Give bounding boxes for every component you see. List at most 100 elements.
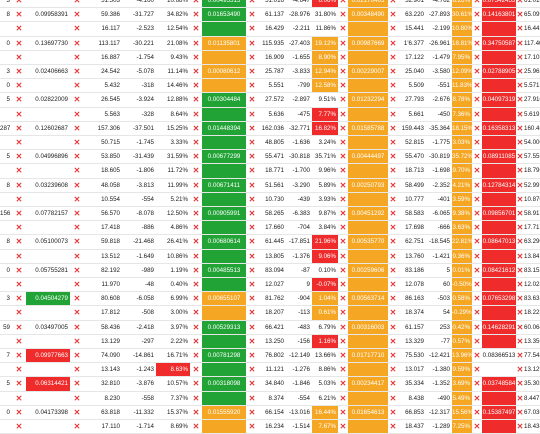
close-icon[interactable]: ✕ [473,294,481,304]
close-icon[interactable]: ✕ [473,109,481,119]
close-icon[interactable]: ✕ [516,52,524,62]
close-icon[interactable]: ✕ [389,138,397,147]
close-icon[interactable]: ✕ [73,24,81,34]
close-icon[interactable]: ✕ [389,237,397,247]
close-icon[interactable]: ✕ [389,422,397,431]
close-icon[interactable]: ✕ [192,81,200,91]
close-icon[interactable]: ✕ [516,223,524,233]
close-icon[interactable]: ✕ [516,38,524,48]
close-icon[interactable]: ✕ [73,379,81,389]
close-icon[interactable]: ✕ [73,194,81,204]
table-row[interactable]: ✕ ✕ 17.418 -886 4.86% ✕ ✕ 17.660 -704 3.84% ✕ ✕ 17.6… [0,221,540,236]
close-icon[interactable]: ✕ [473,10,481,20]
close-icon[interactable]: ✕ [15,138,23,147]
close-icon[interactable]: ✕ [15,223,23,233]
close-icon[interactable]: ✕ [389,95,397,105]
close-icon[interactable]: ✕ [248,138,256,147]
close-icon[interactable]: ✕ [516,365,524,375]
close-icon[interactable]: ✕ [473,280,481,289]
close-icon[interactable]: ✕ [389,379,397,389]
close-icon[interactable]: ✕ [248,407,256,417]
close-icon[interactable]: ✕ [389,123,397,133]
close-icon[interactable]: ✕ [15,194,23,204]
table-row[interactable]: 7 ✕ 0.09977663 ✕ 74.090 -14.861 16.71% ✕ 0.00781… [0,349,540,364]
close-icon[interactable]: ✕ [473,251,481,261]
close-icon[interactable]: ✕ [73,336,81,346]
close-icon[interactable]: ✕ [248,10,256,20]
close-icon[interactable]: ✕ [339,95,347,105]
close-icon[interactable]: ✕ [516,180,524,190]
close-icon[interactable]: ✕ [339,365,347,375]
close-icon[interactable]: ✕ [389,351,397,360]
close-icon[interactable]: ✕ [15,180,23,190]
close-icon[interactable]: ✕ [389,52,397,62]
close-icon[interactable]: ✕ [73,265,81,275]
close-icon[interactable]: ✕ [473,180,481,190]
close-icon[interactable]: ✕ [15,280,23,289]
table-row[interactable]: 287 ✕ 0.12602687 ✕ 157.306 -37.501 15.25% ✕ 0.01… [0,121,540,136]
close-icon[interactable]: ✕ [73,152,81,162]
close-icon[interactable]: ✕ [192,123,200,133]
close-icon[interactable]: ✕ [473,24,481,34]
close-icon[interactable]: ✕ [389,209,397,218]
table-row[interactable]: ✕ ✕ 10.554 -554 5.21% ✕ ✕ 10.730 -439 3.93% ✕ ✕ 10.7… [0,192,540,207]
close-icon[interactable]: ✕ [192,10,200,20]
close-icon[interactable]: ✕ [473,422,481,431]
close-icon[interactable]: ✕ [339,194,347,204]
close-icon[interactable]: ✕ [516,209,524,218]
close-icon[interactable]: ✕ [73,322,81,332]
close-icon[interactable]: ✕ [339,109,347,119]
close-icon[interactable]: ✕ [473,52,481,62]
table-row[interactable]: 0 ✕ 0.05755281 ✕ 82.192 -989 1.19% ✕ 0.00485513 ✕… [0,263,540,278]
close-icon[interactable]: ✕ [516,351,524,360]
close-icon[interactable]: ✕ [192,52,200,62]
close-icon[interactable]: ✕ [516,294,524,304]
close-icon[interactable]: ✕ [473,209,481,218]
close-icon[interactable]: ✕ [473,152,481,162]
table-row[interactable]: ✕ ✕ 16.117 -2.523 12.54% ✕ ✕ 16.429 -2.211 11.86%… [0,22,540,37]
close-icon[interactable]: ✕ [516,138,524,147]
close-icon[interactable]: ✕ [192,109,200,119]
close-icon[interactable]: ✕ [516,0,524,5]
close-icon[interactable]: ✕ [73,123,81,133]
close-icon[interactable]: ✕ [339,223,347,233]
close-icon[interactable]: ✕ [389,393,397,403]
close-icon[interactable]: ✕ [516,379,524,389]
close-icon[interactable]: ✕ [192,351,200,360]
close-icon[interactable]: ✕ [339,138,347,147]
close-icon[interactable]: ✕ [389,308,397,318]
close-icon[interactable]: ✕ [192,365,200,375]
close-icon[interactable]: ✕ [389,67,397,76]
close-icon[interactable]: ✕ [73,223,81,233]
close-icon[interactable]: ✕ [516,152,524,162]
close-icon[interactable]: ✕ [192,67,200,76]
close-icon[interactable]: ✕ [15,422,23,431]
close-icon[interactable]: ✕ [473,322,481,332]
table-row[interactable]: ✕ ✕ 50.715 -1.745 3.33% ✕ ✕ 48.805 -1.636 3.24% ✕ ✕… [0,136,540,151]
close-icon[interactable]: ✕ [339,407,347,417]
close-icon[interactable]: ✕ [192,294,200,304]
close-icon[interactable]: ✕ [339,237,347,247]
close-icon[interactable]: ✕ [473,365,481,375]
close-icon[interactable]: ✕ [248,322,256,332]
close-icon[interactable]: ✕ [192,265,200,275]
close-icon[interactable]: ✕ [248,166,256,176]
close-icon[interactable]: ✕ [15,24,23,34]
close-icon[interactable]: ✕ [339,81,347,91]
close-icon[interactable]: ✕ [339,180,347,190]
close-icon[interactable]: ✕ [73,422,81,431]
close-icon[interactable]: ✕ [248,251,256,261]
table-row[interactable]: ✕ ✕ 16.887 -1.754 9.43% ✕ ✕ 16.909 -1.655 8.90% ✕ ✕… [0,50,540,65]
close-icon[interactable]: ✕ [248,38,256,48]
close-icon[interactable]: ✕ [73,237,81,247]
close-icon[interactable]: ✕ [339,152,347,162]
close-icon[interactable]: ✕ [73,67,81,76]
close-icon[interactable]: ✕ [389,38,397,48]
close-icon[interactable]: ✕ [516,407,524,417]
close-icon[interactable]: ✕ [389,251,397,261]
close-icon[interactable]: ✕ [192,180,200,190]
close-icon[interactable]: ✕ [473,123,481,133]
close-icon[interactable]: ✕ [248,422,256,431]
close-icon[interactable]: ✕ [339,251,347,261]
close-icon[interactable]: ✕ [15,393,23,403]
